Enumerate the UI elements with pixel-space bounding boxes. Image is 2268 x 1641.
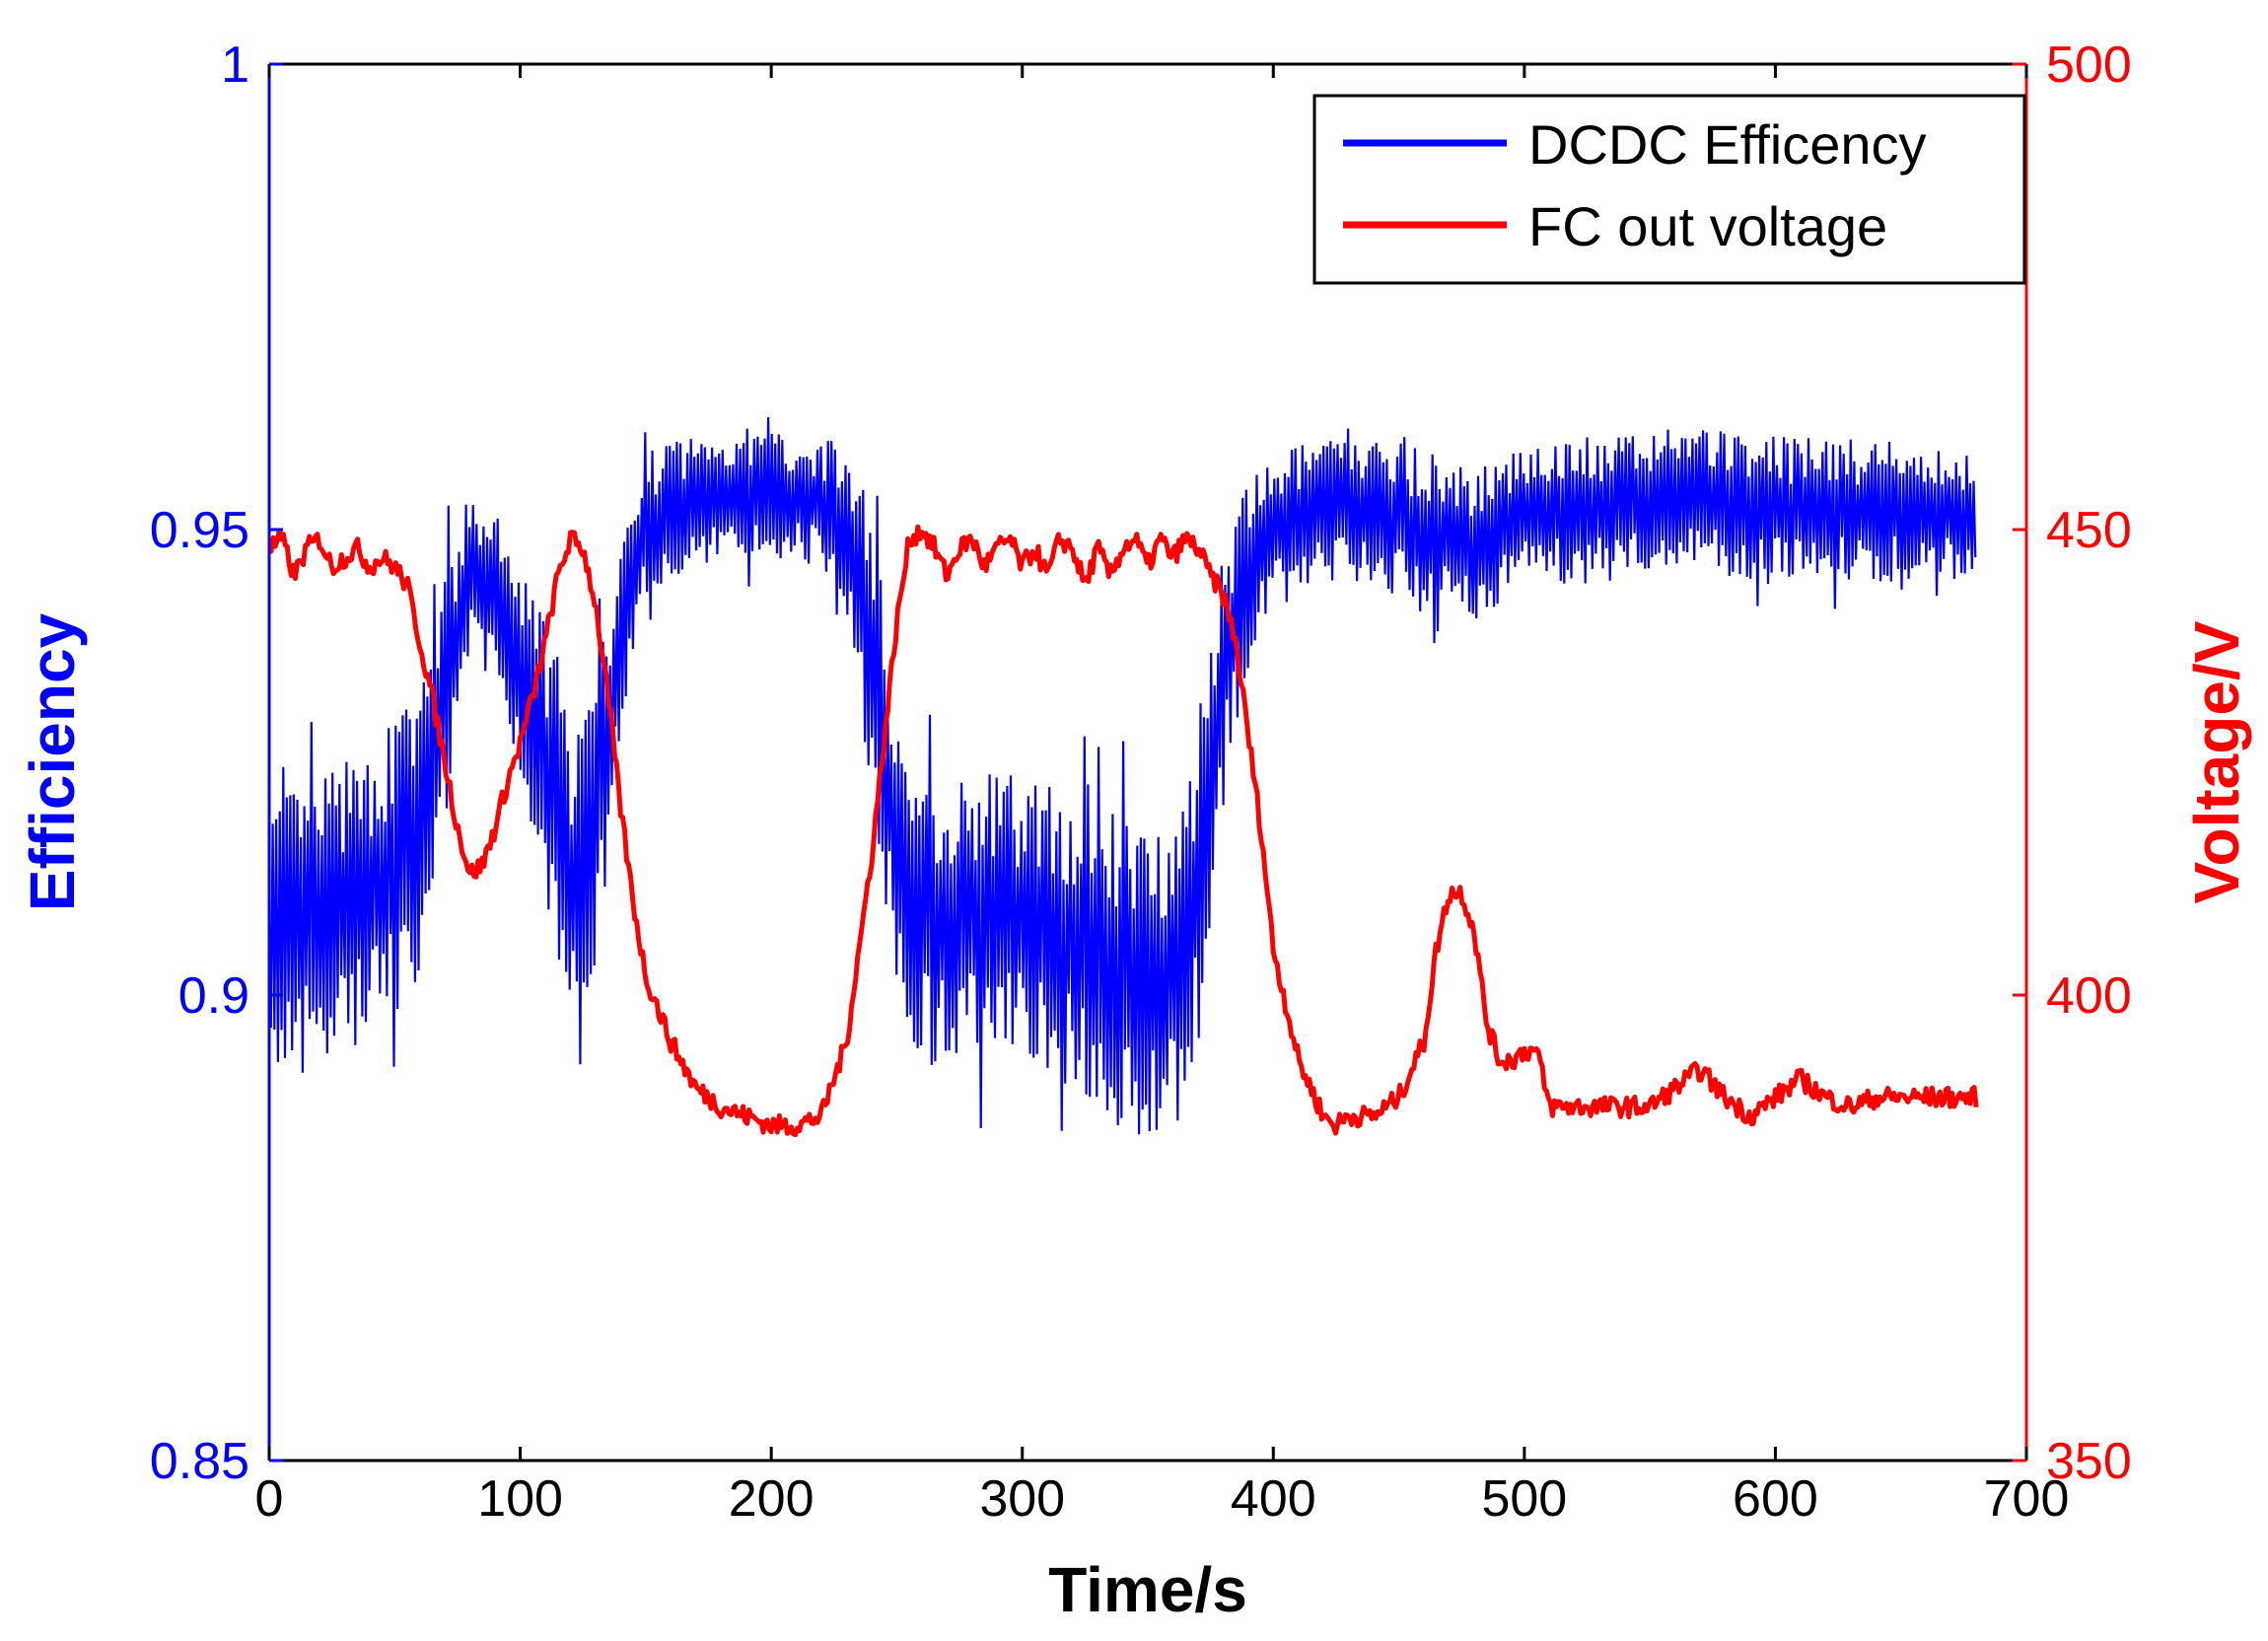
x-ticks: 0 100 200 300 400 500 600 700 — [255, 64, 2070, 1528]
x-tick-label: 0 — [255, 1470, 284, 1528]
left-y-axis-title: Efficiency — [17, 612, 88, 911]
y-left-tick-label: 1 — [221, 36, 249, 94]
series-layer — [267, 417, 1979, 1138]
y-right-tick-label: 400 — [2046, 967, 2132, 1025]
x-tick-label: 600 — [1733, 1470, 1818, 1528]
legend: DCDC Efficency FC out voltage — [1312, 94, 2026, 285]
x-tick-label: 700 — [1984, 1470, 2070, 1528]
x-tick-label: 200 — [729, 1470, 815, 1528]
legend-label-voltage: FC out voltage — [1528, 195, 1887, 257]
legend-box — [1312, 94, 2026, 285]
y-right-tick-label: 450 — [2046, 502, 2132, 559]
x-tick-label: 100 — [477, 1470, 563, 1528]
legend-label-efficiency: DCDC Efficency — [1528, 113, 1927, 176]
y-right-tick-label: 350 — [2046, 1433, 2132, 1490]
y-right-tick-label: 500 — [2046, 36, 2132, 94]
x-tick-label: 500 — [1481, 1470, 1567, 1528]
y-left-tick-label: 0.85 — [150, 1433, 249, 1490]
y-left-ticks: 0.85 0.9 0.95 1 — [150, 36, 283, 1490]
series-line-fc-out-voltage — [267, 524, 1979, 1138]
y-left-tick-label: 0.95 — [150, 502, 249, 559]
y-left-tick-label: 0.9 — [178, 967, 249, 1025]
y-right-ticks: 350 400 450 500 — [2013, 36, 2132, 1490]
x-axis-title: Time/s — [1048, 1554, 1247, 1625]
series-line-dcdc-efficency — [267, 417, 1977, 1135]
right-y-axis-title: Voltage/V — [2181, 620, 2252, 903]
x-tick-label: 400 — [1231, 1470, 1316, 1528]
x-tick-label: 300 — [979, 1470, 1065, 1528]
